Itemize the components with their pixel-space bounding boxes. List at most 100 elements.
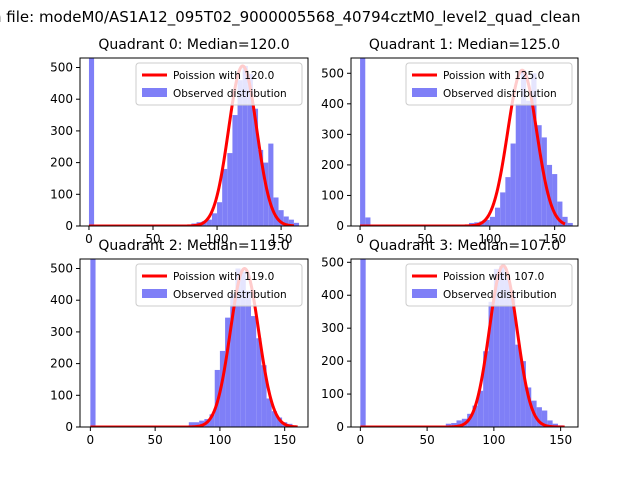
legend-label-fit: Poission with 120.0 — [173, 70, 274, 82]
histogram-bar — [472, 405, 478, 427]
y-tick-label: 400 — [50, 293, 73, 307]
subplot-1: Quadrant 1: Median=125.0 0 50 100 150 0 100 200… — [321, 37, 579, 246]
x-tick-label: 100 — [206, 232, 229, 246]
legend-box — [135, 62, 303, 106]
histogram-bar — [245, 290, 251, 427]
histogram-bar — [266, 398, 272, 427]
legend: Poission with 119.0 Observed distribution — [135, 263, 303, 307]
legend-label-fit: Poission with 107.0 — [443, 271, 544, 283]
histogram-bar — [515, 344, 521, 427]
y-tick-label: 200 — [321, 354, 344, 368]
histogram-bar — [251, 316, 257, 427]
y-tick-label: 500 — [50, 61, 73, 75]
axes-frame — [79, 57, 309, 227]
legend-label-observed: Observed distribution — [173, 289, 287, 301]
x-tick-label: 50 — [145, 232, 160, 246]
histogram-bar — [504, 278, 510, 427]
plot-title: Quadrant 0: Median=120.0 — [98, 37, 289, 53]
y-tick-label: 500 — [50, 262, 73, 276]
histogram-bar — [232, 115, 238, 226]
histogram-bar — [552, 423, 558, 427]
figure-suptitle: n file: modeM0/AS1A12_095T02_9000005568_… — [0, 8, 581, 27]
histogram-bar — [235, 268, 241, 427]
x-tick-label: 50 — [419, 433, 434, 447]
histogram-bar — [552, 174, 558, 226]
histogram-bar — [209, 414, 215, 427]
y-tick-label: 500 — [321, 255, 344, 269]
x-tick-label: 0 — [85, 232, 93, 246]
x-tick-label: 150 — [543, 232, 566, 246]
histogram-bar — [445, 423, 452, 427]
histogram-bar — [283, 216, 289, 226]
histogram-bar — [505, 177, 511, 226]
histogram-bar — [520, 70, 527, 226]
histogram-bar — [531, 73, 537, 226]
histogram-bar — [360, 259, 366, 427]
histogram-bar — [489, 216, 495, 226]
legend-bar-swatch — [412, 88, 437, 97]
y-tick-label: 400 — [321, 97, 344, 111]
histogram-bar — [365, 217, 371, 226]
subplot-0: Quadrant 0: Median=120.0 0 50 100 150 0 100 200… — [50, 37, 309, 246]
x-tick-label: 0 — [356, 232, 364, 246]
x-tick-label: 100 — [478, 232, 501, 246]
histogram-bar — [456, 420, 462, 427]
x-tick-label: 0 — [357, 433, 365, 447]
histogram-bar — [557, 201, 563, 226]
legend-box — [405, 62, 573, 106]
axes-frame — [350, 57, 579, 227]
y-tick-label: 300 — [50, 124, 73, 138]
legend-label-observed: Observed distribution — [443, 88, 557, 100]
histogram-bar — [562, 216, 568, 226]
x-tick-label: 150 — [273, 433, 296, 447]
x-tick-label: 150 — [549, 433, 572, 447]
legend-bar-swatch — [412, 289, 437, 298]
histogram-bar — [278, 210, 284, 226]
histogram-bar — [247, 73, 253, 226]
histogram-bar — [488, 301, 494, 427]
plot-title: Quadrant 3: Median=107.0 — [369, 238, 560, 254]
histogram-bar — [230, 293, 236, 427]
histogram-bar — [536, 407, 542, 427]
y-tick-label: 400 — [50, 92, 73, 106]
x-tick-label: 0 — [87, 433, 95, 447]
histogram-bar — [509, 295, 516, 427]
histogram-bar — [493, 268, 500, 427]
histogram-bar — [263, 162, 269, 226]
histogram-bar — [217, 202, 223, 226]
histogram-bar — [225, 317, 231, 427]
histogram-bar — [237, 80, 243, 226]
histogram-bar — [242, 65, 248, 226]
y-tick-label: 300 — [50, 325, 73, 339]
plot-area — [359, 58, 573, 226]
histogram-bar — [526, 100, 532, 226]
x-tick-label: 50 — [417, 232, 432, 246]
y-tick-label: 0 — [336, 420, 344, 434]
histogram-bar — [484, 219, 490, 226]
histogram-bar — [567, 222, 573, 226]
histogram-bar — [268, 143, 274, 226]
histogram-bar — [261, 365, 267, 427]
y-tick-label: 0 — [65, 420, 73, 434]
histogram-bar — [90, 259, 96, 427]
histogram-bar — [541, 410, 548, 427]
legend: Poission with 107.0 Observed distribution — [405, 263, 573, 307]
y-tick-label: 100 — [321, 387, 344, 401]
histogram-bar — [252, 108, 259, 226]
y-tick-label: 300 — [321, 127, 344, 141]
histogram-bar — [510, 143, 516, 226]
x-tick-label: 50 — [147, 433, 162, 447]
y-tick-label: 500 — [321, 66, 344, 80]
histogram-bar — [293, 222, 300, 226]
y-tick-label: 200 — [50, 156, 73, 170]
histogram-bar — [536, 125, 542, 226]
histogram-bar — [477, 390, 484, 427]
y-tick-label: 200 — [321, 158, 344, 172]
x-tick-label: 150 — [270, 232, 293, 246]
histogram-bar — [258, 149, 264, 226]
legend-box — [135, 263, 303, 307]
axes-frame — [350, 258, 579, 428]
histogram-bar — [525, 387, 532, 427]
histogram-bar — [494, 207, 501, 226]
